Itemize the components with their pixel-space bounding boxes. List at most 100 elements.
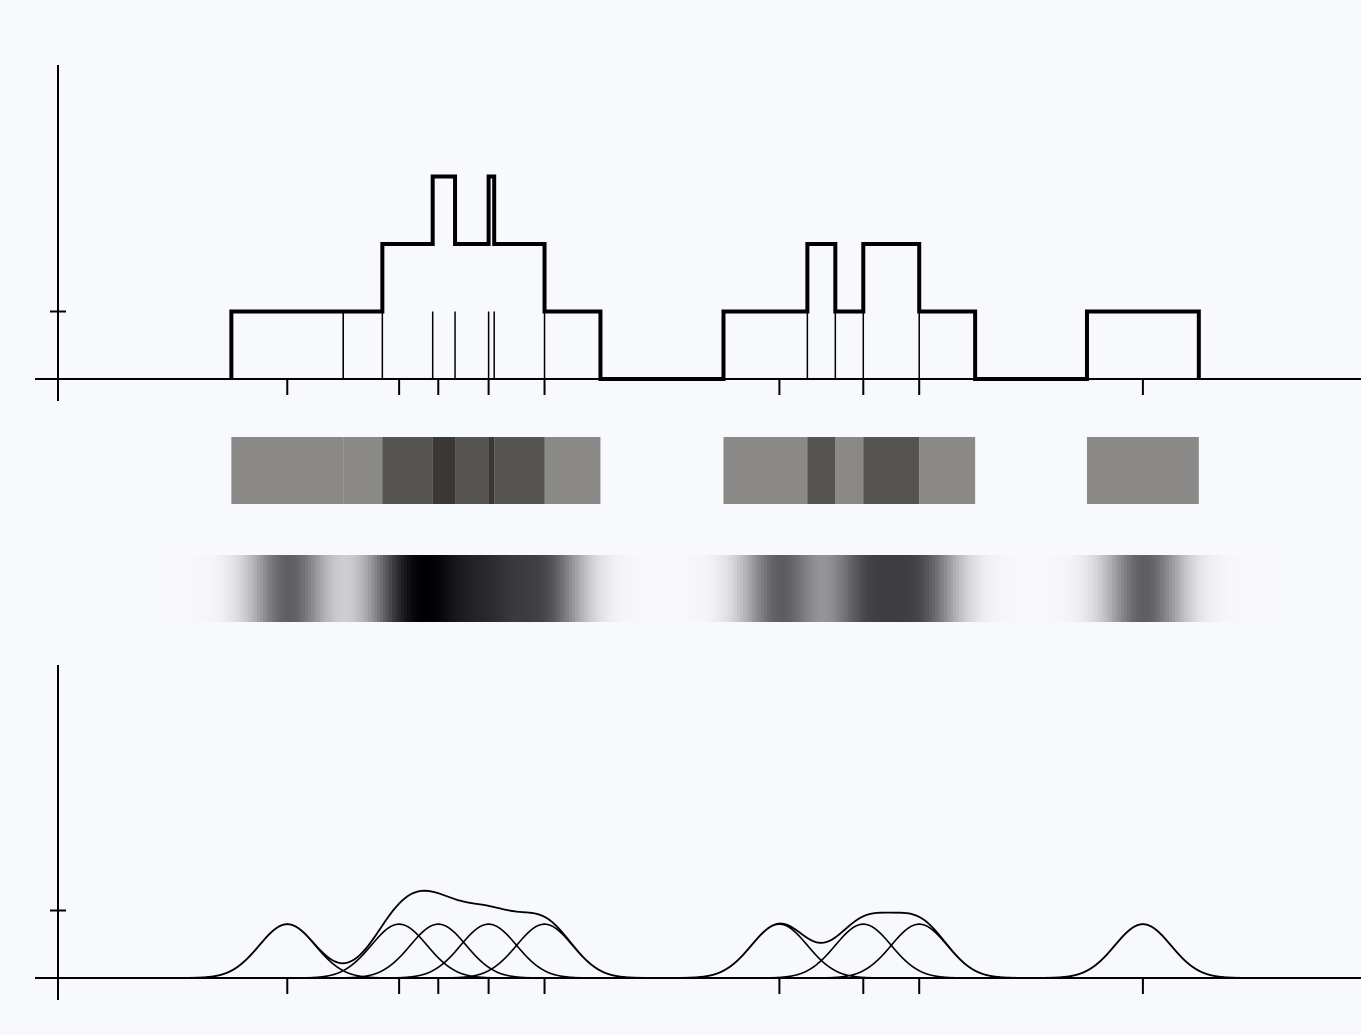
- density-strip-cell: [530, 555, 534, 622]
- density-strip-cell: [1223, 555, 1227, 622]
- density-strip-cell: [623, 555, 627, 622]
- count-band-cell: [807, 437, 836, 504]
- count-band-cell: [723, 437, 808, 504]
- density-strip-cell: [485, 555, 489, 622]
- density-strip-cell: [701, 555, 705, 622]
- density-strip-cell: [692, 555, 696, 622]
- density-strip-cell: [236, 555, 240, 622]
- density-strip-cell: [257, 555, 261, 622]
- density-strip-cell: [200, 555, 204, 622]
- density-strip-cell: [788, 555, 792, 622]
- density-strip-cell: [581, 555, 585, 622]
- density-strip-cell: [863, 555, 867, 622]
- density-strip-cell: [1250, 555, 1254, 622]
- density-strip-cell: [1079, 555, 1083, 622]
- density-strip-cell: [401, 555, 405, 622]
- density-strip-cell: [1040, 555, 1044, 622]
- density-strip-cell: [659, 555, 663, 622]
- density-strip-cell: [1214, 555, 1218, 622]
- density-strip-cell: [605, 555, 609, 622]
- density-strip-cell: [521, 555, 525, 622]
- density-strip-cell: [566, 555, 570, 622]
- density-strip-cell: [803, 555, 807, 622]
- density-strip-cell: [686, 555, 690, 622]
- density-strip-cell: [563, 555, 567, 622]
- density-strip-cell: [656, 555, 660, 622]
- density-strip-cell: [293, 555, 297, 622]
- density-strip-cell: [335, 555, 339, 622]
- histogram-outline: [229, 174, 1201, 381]
- density-strip-cell: [263, 555, 267, 622]
- density-strip-cell: [851, 555, 855, 622]
- density-strip-cell: [419, 555, 423, 622]
- density-strip-cell: [596, 555, 600, 622]
- density-strip-cell: [1154, 555, 1158, 622]
- density-strip-cell: [968, 555, 972, 622]
- density-strip-cell: [986, 555, 990, 622]
- density-strip-cell: [1127, 555, 1131, 622]
- density-strip-cell: [962, 555, 966, 622]
- density-strip-cell: [635, 555, 639, 622]
- density-strip-cell: [266, 555, 270, 622]
- density-strip-cell: [281, 555, 285, 622]
- density-strip-cell: [719, 555, 723, 622]
- density-strip-cell: [1256, 555, 1260, 622]
- density-strip-cell: [1151, 555, 1155, 622]
- density-strip-cell: [269, 555, 273, 622]
- density-strip-cell: [179, 555, 183, 622]
- density-strip-cell: [647, 555, 651, 622]
- density-strip-cell: [338, 555, 342, 622]
- count-band-cell: [835, 437, 864, 504]
- density-strip-cell: [752, 555, 756, 622]
- density-strip-cell: [1055, 555, 1059, 622]
- density-strip-cell: [542, 555, 546, 622]
- density-strip-cell: [923, 555, 927, 622]
- density-strip-cell: [1235, 555, 1239, 622]
- density-strip-cell: [875, 555, 879, 622]
- density-strip-cell: [866, 555, 870, 622]
- density-strip-cell: [1013, 555, 1017, 622]
- density-strip-cell: [773, 555, 777, 622]
- density-strip-cell: [1157, 555, 1161, 622]
- density-strip-cell: [203, 555, 207, 622]
- density-strip-cell: [575, 555, 579, 622]
- density-strip-cell: [1025, 555, 1029, 622]
- density-strip-cell: [320, 555, 324, 622]
- density-strip-cell: [662, 555, 666, 622]
- density-strip-cell: [608, 555, 612, 622]
- density-strip-cell: [770, 555, 774, 622]
- density-strip-cell: [1145, 555, 1149, 622]
- density-strip-cell: [551, 555, 555, 622]
- density-strip-cell: [467, 555, 471, 622]
- density-strip-cell: [362, 555, 366, 622]
- density-strip-cell: [1118, 555, 1122, 622]
- density-strip-cell: [641, 555, 645, 622]
- density-strip-cell: [668, 555, 672, 622]
- kernel-curve: [751, 923, 976, 979]
- density-strip-cell: [1049, 555, 1053, 622]
- density-strip-cell: [512, 555, 516, 622]
- density-strip-cell: [728, 555, 732, 622]
- density-strip-cell: [1034, 555, 1038, 622]
- density-strip-cell: [413, 555, 417, 622]
- density-strip-cell: [176, 555, 180, 622]
- density-strip-cell: [785, 555, 789, 622]
- density-strip-cell: [212, 555, 216, 622]
- density-strip-cell: [197, 555, 201, 622]
- density-strip-cell: [272, 555, 276, 622]
- density-strip-cell: [695, 555, 699, 622]
- density-strip-cell: [971, 555, 975, 622]
- density-strip-cell: [797, 555, 801, 622]
- density-strip-cell: [956, 555, 960, 622]
- density-strip-cell: [725, 555, 729, 622]
- density-strip-cell: [1112, 555, 1116, 622]
- density-strip-cell: [1067, 555, 1071, 622]
- density-strip-cell: [833, 555, 837, 622]
- density-strip-cell: [836, 555, 840, 622]
- density-strip-cell: [1124, 555, 1128, 622]
- density-strip-cell: [185, 555, 189, 622]
- density-strip-cell: [764, 555, 768, 622]
- density-strip-cell: [533, 555, 537, 622]
- density-strip-cell: [689, 555, 693, 622]
